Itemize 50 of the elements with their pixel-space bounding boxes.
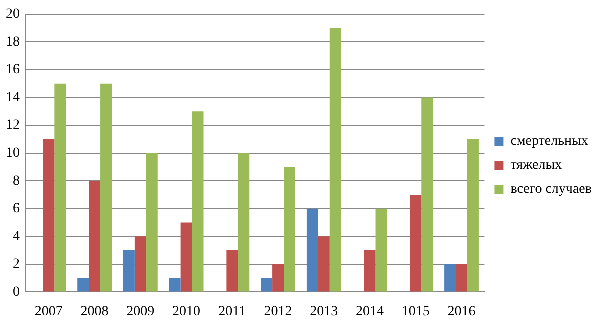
bar bbox=[180, 222, 192, 292]
bar bbox=[376, 208, 388, 292]
y-tick-label: 0 bbox=[13, 284, 20, 300]
legend-label: всего случаев bbox=[510, 182, 592, 198]
bar bbox=[134, 236, 146, 292]
bar bbox=[226, 250, 238, 292]
x-tick-label: 2011 bbox=[218, 304, 246, 320]
bar bbox=[89, 181, 101, 292]
x-tick-label: 2016 bbox=[448, 304, 476, 320]
legend-label: тяжелых bbox=[510, 158, 562, 174]
x-tick-label: 2012 bbox=[264, 304, 292, 320]
x-tick-label: 2008 bbox=[80, 304, 109, 320]
x-tick-label: 1015 bbox=[402, 304, 430, 320]
y-tick-label: 20 bbox=[6, 7, 20, 22]
y-tick-label: 10 bbox=[6, 146, 20, 161]
bar bbox=[306, 208, 318, 292]
bar bbox=[192, 112, 204, 292]
y-tick-label: 12 bbox=[6, 118, 20, 134]
y-tick-label: 2 bbox=[13, 257, 20, 272]
bar bbox=[318, 236, 330, 292]
y-tick-label: 4 bbox=[13, 229, 20, 244]
bar bbox=[468, 139, 479, 292]
x-tick-label: 2007 bbox=[34, 304, 63, 320]
x-tick-label: 2010 bbox=[172, 304, 201, 320]
y-tick-label: 14 bbox=[6, 90, 20, 106]
bar bbox=[444, 264, 456, 292]
y-tick-label: 16 bbox=[6, 62, 20, 78]
bar bbox=[422, 98, 434, 292]
bar bbox=[100, 84, 112, 292]
bar bbox=[272, 264, 284, 292]
bar bbox=[54, 84, 66, 292]
bar bbox=[456, 264, 468, 292]
bar bbox=[169, 278, 181, 292]
x-tick-label: 2009 bbox=[126, 304, 155, 320]
bar bbox=[284, 167, 296, 292]
bar bbox=[238, 153, 250, 292]
bar bbox=[261, 278, 273, 292]
x-tick-label: 2014 bbox=[356, 304, 384, 320]
bar bbox=[78, 278, 90, 292]
y-tick-label: 18 bbox=[6, 34, 20, 50]
bar bbox=[123, 250, 135, 292]
x-tick-label: 2013 bbox=[310, 304, 338, 320]
bar bbox=[146, 153, 158, 292]
bar bbox=[43, 139, 55, 292]
bar bbox=[330, 28, 342, 292]
y-tick-label: 6 bbox=[13, 202, 20, 217]
bar bbox=[410, 194, 422, 292]
bar bbox=[364, 250, 376, 292]
y-tick-label: 8 bbox=[13, 174, 20, 189]
legend-label: смертельных bbox=[510, 134, 588, 150]
